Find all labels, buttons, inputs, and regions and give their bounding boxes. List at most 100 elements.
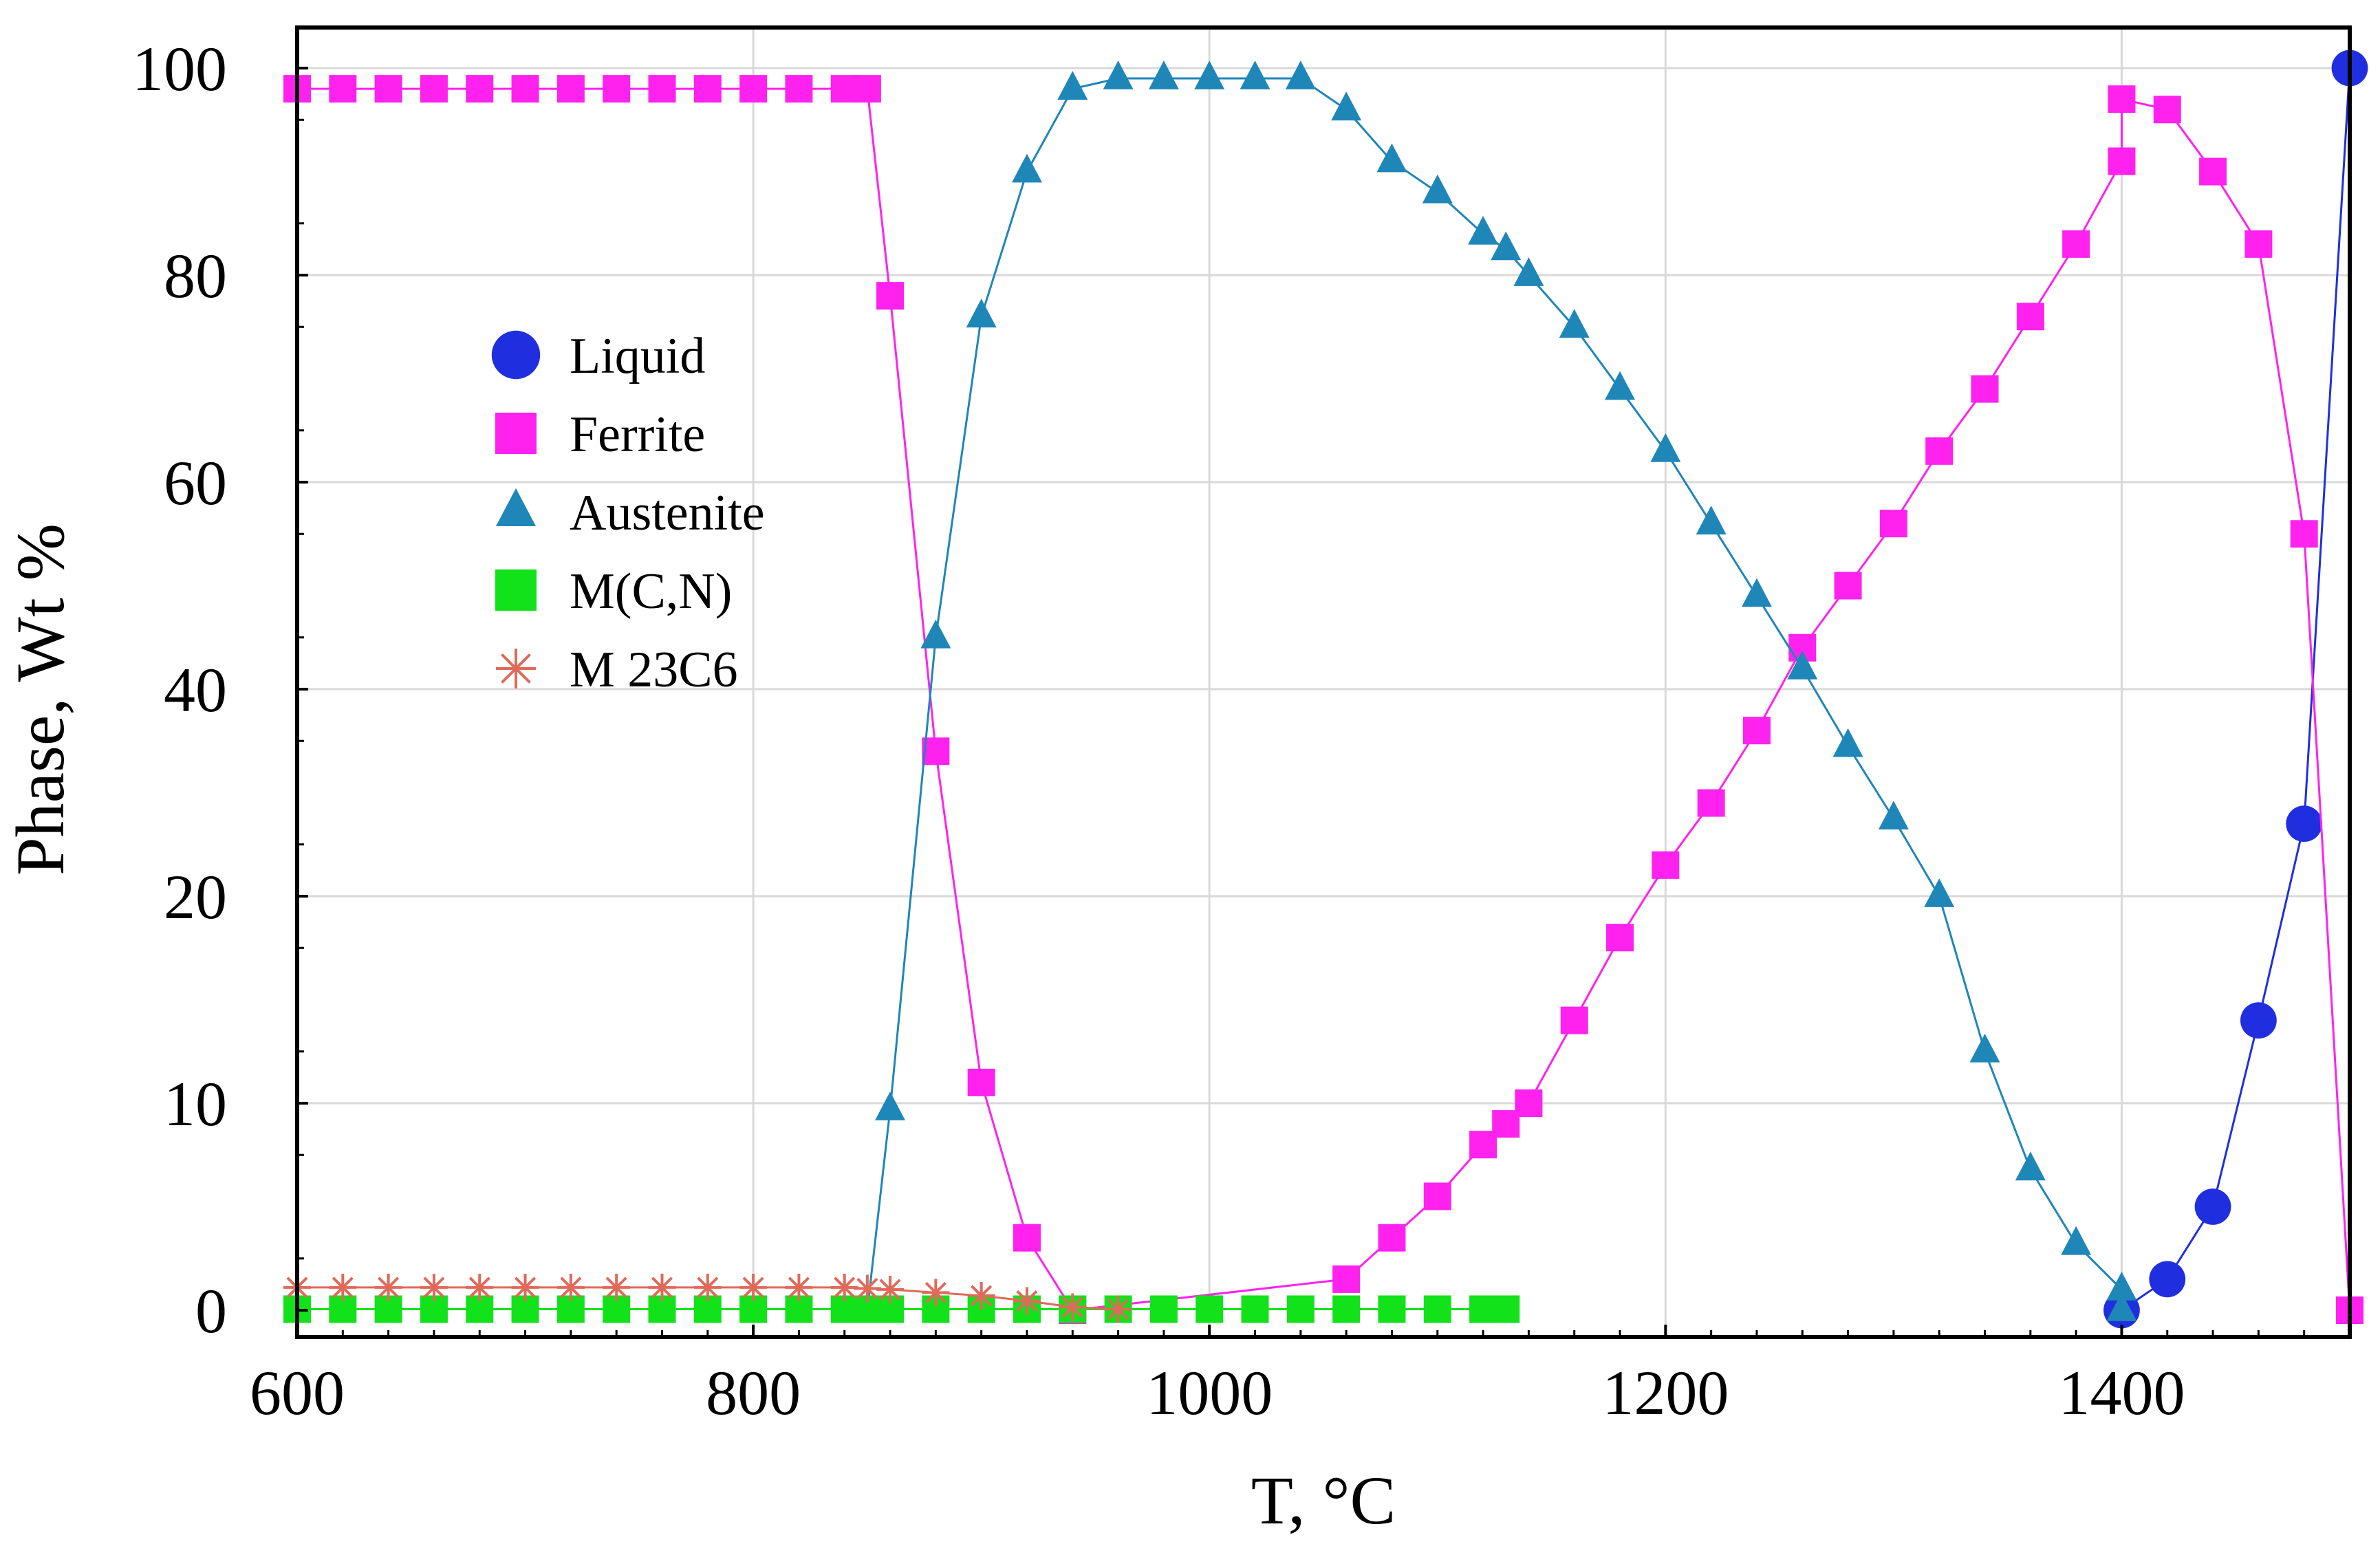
star-stroke [378, 1277, 400, 1299]
star-stroke [605, 1277, 627, 1299]
data-point-austenite [1605, 371, 1636, 400]
data-point-ferrite [1378, 1224, 1406, 1252]
data-point-m-c-n [1492, 1295, 1520, 1323]
star-stroke [1061, 1296, 1083, 1318]
data-point-ferrite [2199, 158, 2227, 186]
data-point-austenite [875, 1092, 906, 1120]
y-tick-label: 0 [195, 1276, 227, 1346]
data-point-austenite [1285, 61, 1316, 89]
data-point-m-23c6 [1104, 1295, 1132, 1323]
star-stroke [971, 1285, 993, 1307]
data-point-austenite [1468, 215, 1499, 245]
y-tick-label: 100 [132, 34, 227, 104]
x-tick-label: 800 [706, 1358, 801, 1428]
data-point-austenite [2061, 1226, 2092, 1255]
data-point-m-23c6 [967, 1281, 995, 1310]
x-tick-label: 1000 [1146, 1358, 1273, 1428]
legend-label-austenite: Austenite [570, 485, 765, 541]
data-point-austenite [920, 619, 951, 649]
data-point-ferrite [1879, 510, 1907, 538]
data-point-austenite [1878, 801, 1909, 830]
star-stroke [742, 1277, 764, 1299]
data-point-m-23c6 [1059, 1293, 1087, 1321]
data-point-austenite [1331, 91, 1362, 121]
data-point-ferrite [511, 75, 539, 103]
data-point-ferrite [556, 75, 585, 103]
data-point-austenite [1559, 309, 1590, 338]
data-point-austenite [1696, 506, 1727, 535]
data-point-ferrite [1560, 1006, 1588, 1034]
data-point-austenite [1376, 143, 1407, 173]
data-point-ferrite [739, 75, 768, 103]
data-point-austenite [1924, 878, 1955, 907]
data-point-m-23c6 [1013, 1287, 1041, 1315]
star-stroke [879, 1279, 901, 1301]
plot-frame [295, 25, 2352, 1339]
data-point-ferrite [2244, 230, 2273, 258]
data-point-austenite [1011, 153, 1042, 183]
y-tick-label: 10 [164, 1069, 227, 1139]
data-point-austenite [1103, 61, 1134, 89]
data-point-m-23c6 [648, 1273, 676, 1301]
x-tick-label: 1200 [1602, 1358, 1729, 1428]
star-stroke [788, 1277, 810, 1299]
star-stroke [1016, 1290, 1038, 1312]
data-point-ferrite [2016, 303, 2044, 331]
data-point-ferrite [2062, 230, 2090, 258]
data-point-liquid [2194, 1188, 2231, 1225]
data-point-ferrite [2108, 85, 2136, 113]
star-stroke [924, 1281, 946, 1303]
legend-marker-ferrite [495, 413, 537, 454]
y-tick-label: 40 [164, 655, 227, 725]
data-point-liquid [2149, 1261, 2186, 1298]
data-point-m-23c6 [511, 1273, 539, 1301]
data-point-m-23c6 [374, 1273, 402, 1301]
legend: Liquid Ferrite Austenite M(C,N) M 23C6 [491, 328, 765, 698]
data-point-austenite [2015, 1151, 2046, 1181]
series-m-23c6 [283, 1273, 1132, 1323]
data-point-ferrite [374, 75, 402, 103]
x-tick-label: 1400 [2058, 1358, 2185, 1428]
data-point-austenite [1650, 433, 1681, 462]
data-point-liquid [2286, 805, 2323, 843]
data-point-m-23c6 [603, 1273, 631, 1301]
star-stroke [560, 1277, 582, 1299]
legend-label-liquid: Liquid [570, 328, 705, 384]
data-point-austenite [1057, 71, 1088, 100]
legend-label-m-23c6: M 23C6 [570, 642, 738, 698]
series-austenite [852, 61, 2137, 1321]
data-point-ferrite [1925, 437, 1954, 465]
data-point-m-23c6 [329, 1273, 357, 1301]
ticks-layer [296, 67, 2306, 1337]
series-line-ferrite [297, 87, 2351, 1312]
data-point-austenite [1148, 61, 1179, 89]
data-point-austenite [1422, 174, 1453, 204]
data-point-m-23c6 [853, 1274, 881, 1303]
labels-layer: 600 800 1000 1200 1400 0 10 20 40 60 80 100 [132, 34, 2185, 1428]
star-stroke [856, 1277, 878, 1299]
data-point-austenite [1513, 257, 1544, 286]
data-point-ferrite [693, 75, 722, 103]
legend-marker-austenite [496, 488, 536, 526]
data-point-ferrite [967, 1068, 995, 1096]
legend-label-ferrite: Ferrite [570, 406, 705, 463]
data-point-m-c-n [1286, 1295, 1315, 1323]
data-point-m-23c6 [466, 1273, 494, 1301]
data-point-ferrite [853, 75, 881, 103]
data-point-austenite [1240, 61, 1270, 89]
data-point-m-c-n [1149, 1295, 1178, 1323]
grid-layer [296, 28, 2350, 1337]
data-point-ferrite [1013, 1224, 1041, 1252]
data-point-m-23c6 [420, 1273, 448, 1301]
legend-marker-m-23c6 [496, 649, 536, 688]
star-stroke [834, 1277, 856, 1299]
x-axis-title: T, °C [1251, 1462, 1396, 1539]
data-point-ferrite [2108, 147, 2136, 175]
series-ferrite [283, 75, 2363, 1324]
series-m-c-n [283, 1295, 1520, 1323]
data-point-ferrite [1834, 572, 1862, 600]
data-point-m-c-n [1378, 1295, 1406, 1323]
x-tick-label: 600 [250, 1358, 345, 1428]
data-point-ferrite [2153, 96, 2181, 124]
data-point-m-23c6 [785, 1273, 813, 1301]
